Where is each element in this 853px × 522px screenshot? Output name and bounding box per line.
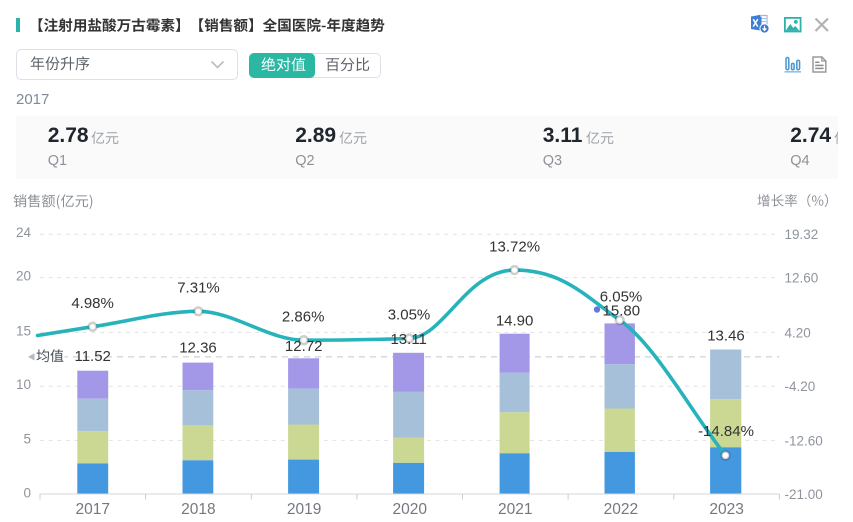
svg-text:3.05%: 3.05% xyxy=(388,307,431,324)
svg-text:-21.00: -21.00 xyxy=(785,487,823,502)
svg-text:4.98%: 4.98% xyxy=(71,295,114,312)
svg-text:2022: 2022 xyxy=(604,501,638,518)
svg-text:6.05%: 6.05% xyxy=(600,288,643,305)
svg-text:12.60: 12.60 xyxy=(785,271,819,286)
svg-text:11.52: 11.52 xyxy=(74,348,110,365)
svg-text:2018: 2018 xyxy=(181,501,215,518)
svg-text:-14.84%: -14.84% xyxy=(698,423,754,440)
svg-text:15.80: 15.80 xyxy=(603,302,641,319)
svg-text:2.86%: 2.86% xyxy=(282,309,325,326)
svg-text:12.72: 12.72 xyxy=(285,338,323,355)
svg-text:4.20: 4.20 xyxy=(785,325,811,340)
svg-text:2019: 2019 xyxy=(287,501,321,518)
svg-text:2017: 2017 xyxy=(76,501,110,518)
svg-text:19.32: 19.32 xyxy=(785,227,819,242)
svg-text:20: 20 xyxy=(16,269,31,284)
svg-text:-12.60: -12.60 xyxy=(785,433,823,448)
svg-text:15: 15 xyxy=(16,323,31,338)
svg-text:24: 24 xyxy=(16,225,32,240)
svg-text:13.46: 13.46 xyxy=(707,328,745,345)
svg-text:7.31%: 7.31% xyxy=(177,280,220,297)
svg-text:2023: 2023 xyxy=(709,501,743,518)
svg-text:5: 5 xyxy=(23,431,31,446)
svg-text:2020: 2020 xyxy=(392,501,427,518)
svg-text:10: 10 xyxy=(16,377,31,392)
svg-text:14.90: 14.90 xyxy=(496,312,534,329)
svg-text:-4.20: -4.20 xyxy=(785,379,816,394)
svg-text:13.72%: 13.72% xyxy=(489,238,540,255)
svg-text:12.36: 12.36 xyxy=(179,339,217,356)
svg-text:0: 0 xyxy=(23,485,31,500)
svg-text:2021: 2021 xyxy=(498,501,532,518)
